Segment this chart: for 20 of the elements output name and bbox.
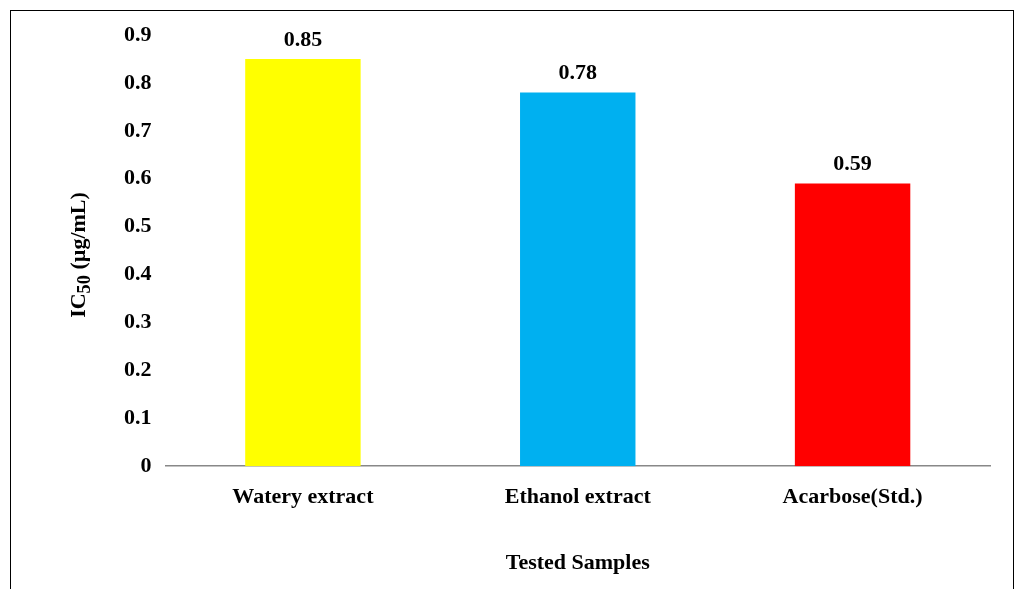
bar [520, 92, 636, 467]
y-tick-label: 0.9 [124, 20, 152, 46]
y-tick-label: 0.7 [124, 116, 152, 142]
data-label: 0.59 [833, 150, 872, 176]
y-tick-label: 0.8 [124, 68, 152, 94]
data-label: 0.78 [558, 59, 597, 85]
x-axis-title: Tested Samples [505, 549, 651, 575]
y-tick-label: 0.4 [124, 260, 152, 286]
bar [794, 183, 911, 467]
data-label: 0.85 [283, 25, 323, 51]
y-tick-label: 0.3 [124, 308, 152, 334]
y-tick-label: 0.6 [124, 164, 152, 190]
x-tick-label: Ethanol extract [504, 483, 652, 509]
y-tick-label: 0.5 [124, 212, 152, 238]
bar [245, 58, 361, 467]
y-tick-label: 0 [140, 451, 152, 477]
y-tick-label: 0.2 [124, 356, 152, 382]
y-tick-label: 0.1 [124, 403, 152, 429]
x-tick-label: Acarbose(Std.) [782, 483, 923, 509]
x-tick-label: Watery extract [232, 483, 375, 509]
